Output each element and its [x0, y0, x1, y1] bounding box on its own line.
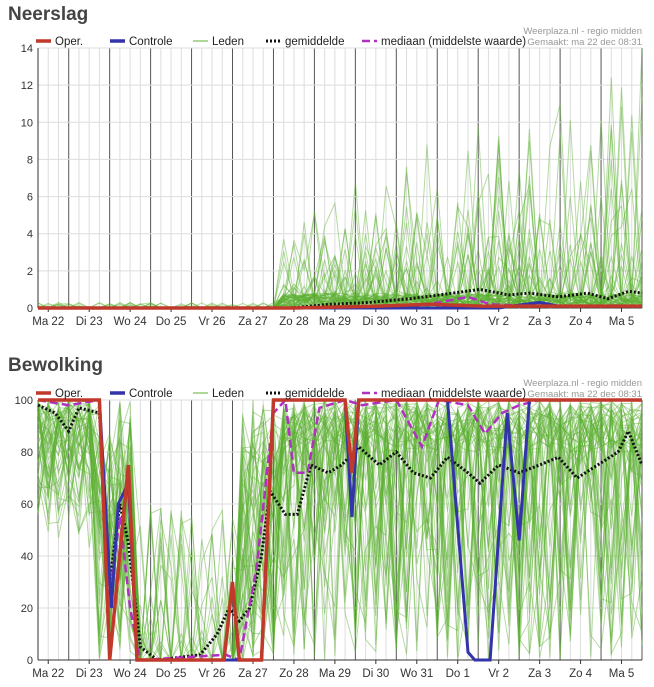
x-tick-label: Za 27 — [238, 316, 267, 328]
x-tick-label: Vr 26 — [199, 316, 226, 328]
x-tick-label: Vr 2 — [488, 668, 509, 680]
leden-member-line — [37, 410, 643, 661]
x-tick-label: Vr 2 — [488, 316, 509, 328]
x-tick-label: Vr 26 — [199, 668, 226, 680]
leden-member-line — [37, 399, 643, 662]
legend-leden-label: Leden — [212, 36, 244, 48]
x-tick-label: Ma 22 — [32, 668, 64, 680]
leden-member-line — [37, 398, 643, 661]
y-tick-label: 0 — [27, 303, 33, 315]
x-tick-label: Do 1 — [446, 316, 470, 328]
y-tick-label: 100 — [15, 395, 33, 407]
x-tick-label: Di 30 — [362, 316, 389, 328]
source-label: Weerplaza.nl - regio midden — [523, 378, 642, 389]
x-tick-label: Zo 4 — [569, 316, 593, 328]
leden-member-line — [37, 401, 643, 661]
x-tick-label: Ma 29 — [319, 316, 351, 328]
leden-member-line — [37, 400, 643, 661]
leden-member-line — [37, 401, 643, 661]
leden-member-line — [37, 399, 643, 661]
y-tick-label: 12 — [21, 80, 33, 92]
leden-member-line — [37, 196, 643, 309]
legend-oper-label: Oper. — [55, 36, 83, 48]
x-tick-label: Do 1 — [446, 668, 470, 680]
y-tick-label: 0 — [27, 655, 33, 667]
legend-controle-label: Controle — [129, 36, 172, 48]
legend-oper-label: Oper. — [55, 388, 83, 400]
y-tick-label: 2 — [27, 266, 33, 278]
leden-member-line — [37, 403, 643, 661]
y-tick-label: 40 — [21, 551, 33, 563]
legend-gemiddelde-label: gemiddelde — [285, 388, 344, 400]
leden-member-line — [37, 401, 643, 661]
leden-member-line — [37, 398, 643, 661]
y-tick-label: 6 — [27, 192, 33, 204]
made-timestamp: Gemaakt: ma 22 dec 08:31 — [527, 37, 642, 48]
controle-line — [38, 398, 642, 662]
x-tick-label: Ma 5 — [609, 668, 635, 680]
x-tick-label: Zo 4 — [569, 668, 593, 680]
leden-member-line — [38, 129, 643, 309]
leden-member-line — [37, 401, 643, 661]
x-tick-label: Di 23 — [76, 668, 103, 680]
x-tick-label: Ma 22 — [32, 316, 64, 328]
y-tick-label: 10 — [21, 117, 33, 129]
x-tick-label: Zo 28 — [279, 668, 308, 680]
x-tick-label: Wo 24 — [114, 316, 148, 328]
leden-member-line — [37, 407, 643, 661]
x-tick-label: Za 3 — [528, 316, 551, 328]
leden-member-line — [37, 398, 643, 661]
oper-line — [38, 302, 642, 310]
y-tick-label: 8 — [27, 154, 33, 166]
x-tick-label: Do 25 — [156, 668, 187, 680]
legend-mediaan-label: mediaan (middelste waarde) — [381, 36, 526, 48]
x-tick-label: Di 23 — [76, 316, 103, 328]
x-tick-label: Wo 31 — [400, 316, 433, 328]
oper-line — [38, 398, 642, 662]
y-tick-label: 4 — [27, 229, 33, 241]
y-tick-label: 20 — [21, 603, 33, 615]
x-tick-label: Za 27 — [238, 668, 267, 680]
made-timestamp: Gemaakt: ma 22 dec 08:31 — [527, 389, 642, 400]
legend-mediaan-label: mediaan (middelste waarde) — [381, 388, 526, 400]
y-tick-label: 14 — [21, 43, 33, 55]
legend-controle-label: Controle — [129, 388, 172, 400]
leden-member-line — [37, 400, 643, 661]
leden-member-line — [37, 401, 643, 661]
chart-title-bewolking: Bewolking — [8, 355, 104, 376]
source-label: Weerplaza.nl - regio midden — [523, 26, 642, 37]
leden-member-line — [37, 400, 643, 661]
legend-gemiddelde-label: gemiddelde — [285, 36, 344, 48]
leden-member-line — [37, 400, 643, 661]
leden-member-line — [37, 401, 643, 661]
neerslag-chart: 0 2 4 6 8 10 12 14 Ma 22 Di 23 Wo 24 Do 25 Vr 26 Za 2… — [21, 26, 643, 328]
gemiddelde-line — [38, 287, 643, 310]
x-tick-label: Di 30 — [362, 668, 389, 680]
leden-member-line — [37, 401, 643, 661]
leden-member-line — [37, 400, 643, 661]
x-tick-label: Zo 28 — [279, 316, 308, 328]
x-tick-label: Wo 24 — [114, 668, 148, 680]
x-tick-label: Wo 31 — [400, 668, 433, 680]
chart-title-neerslag: Neerslag — [8, 4, 89, 25]
y-tick-label: 80 — [21, 447, 33, 459]
legend-leden-label: Leden — [212, 388, 244, 400]
x-tick-label: Ma 5 — [609, 316, 635, 328]
x-tick-label: Za 3 — [528, 668, 551, 680]
leden-member-line — [37, 399, 643, 661]
bewolking-chart: 0 20 40 60 80 100 Ma 22 Di 23 Wo 24 Do 25 Vr 26 Za … — [15, 378, 644, 680]
x-tick-label: Do 25 — [156, 316, 187, 328]
y-tick-label: 60 — [21, 499, 33, 511]
x-tick-label: Ma 29 — [319, 668, 351, 680]
